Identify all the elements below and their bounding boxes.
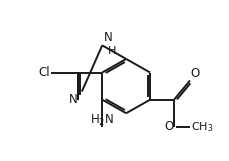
Text: H: H — [107, 46, 116, 56]
Text: N: N — [103, 31, 112, 44]
Text: O: O — [163, 120, 172, 133]
Text: N: N — [68, 93, 77, 106]
Text: O: O — [190, 67, 199, 80]
Text: Cl: Cl — [38, 66, 49, 79]
Text: CH$_3$: CH$_3$ — [190, 120, 212, 134]
Text: H$_2$N: H$_2$N — [90, 113, 114, 128]
